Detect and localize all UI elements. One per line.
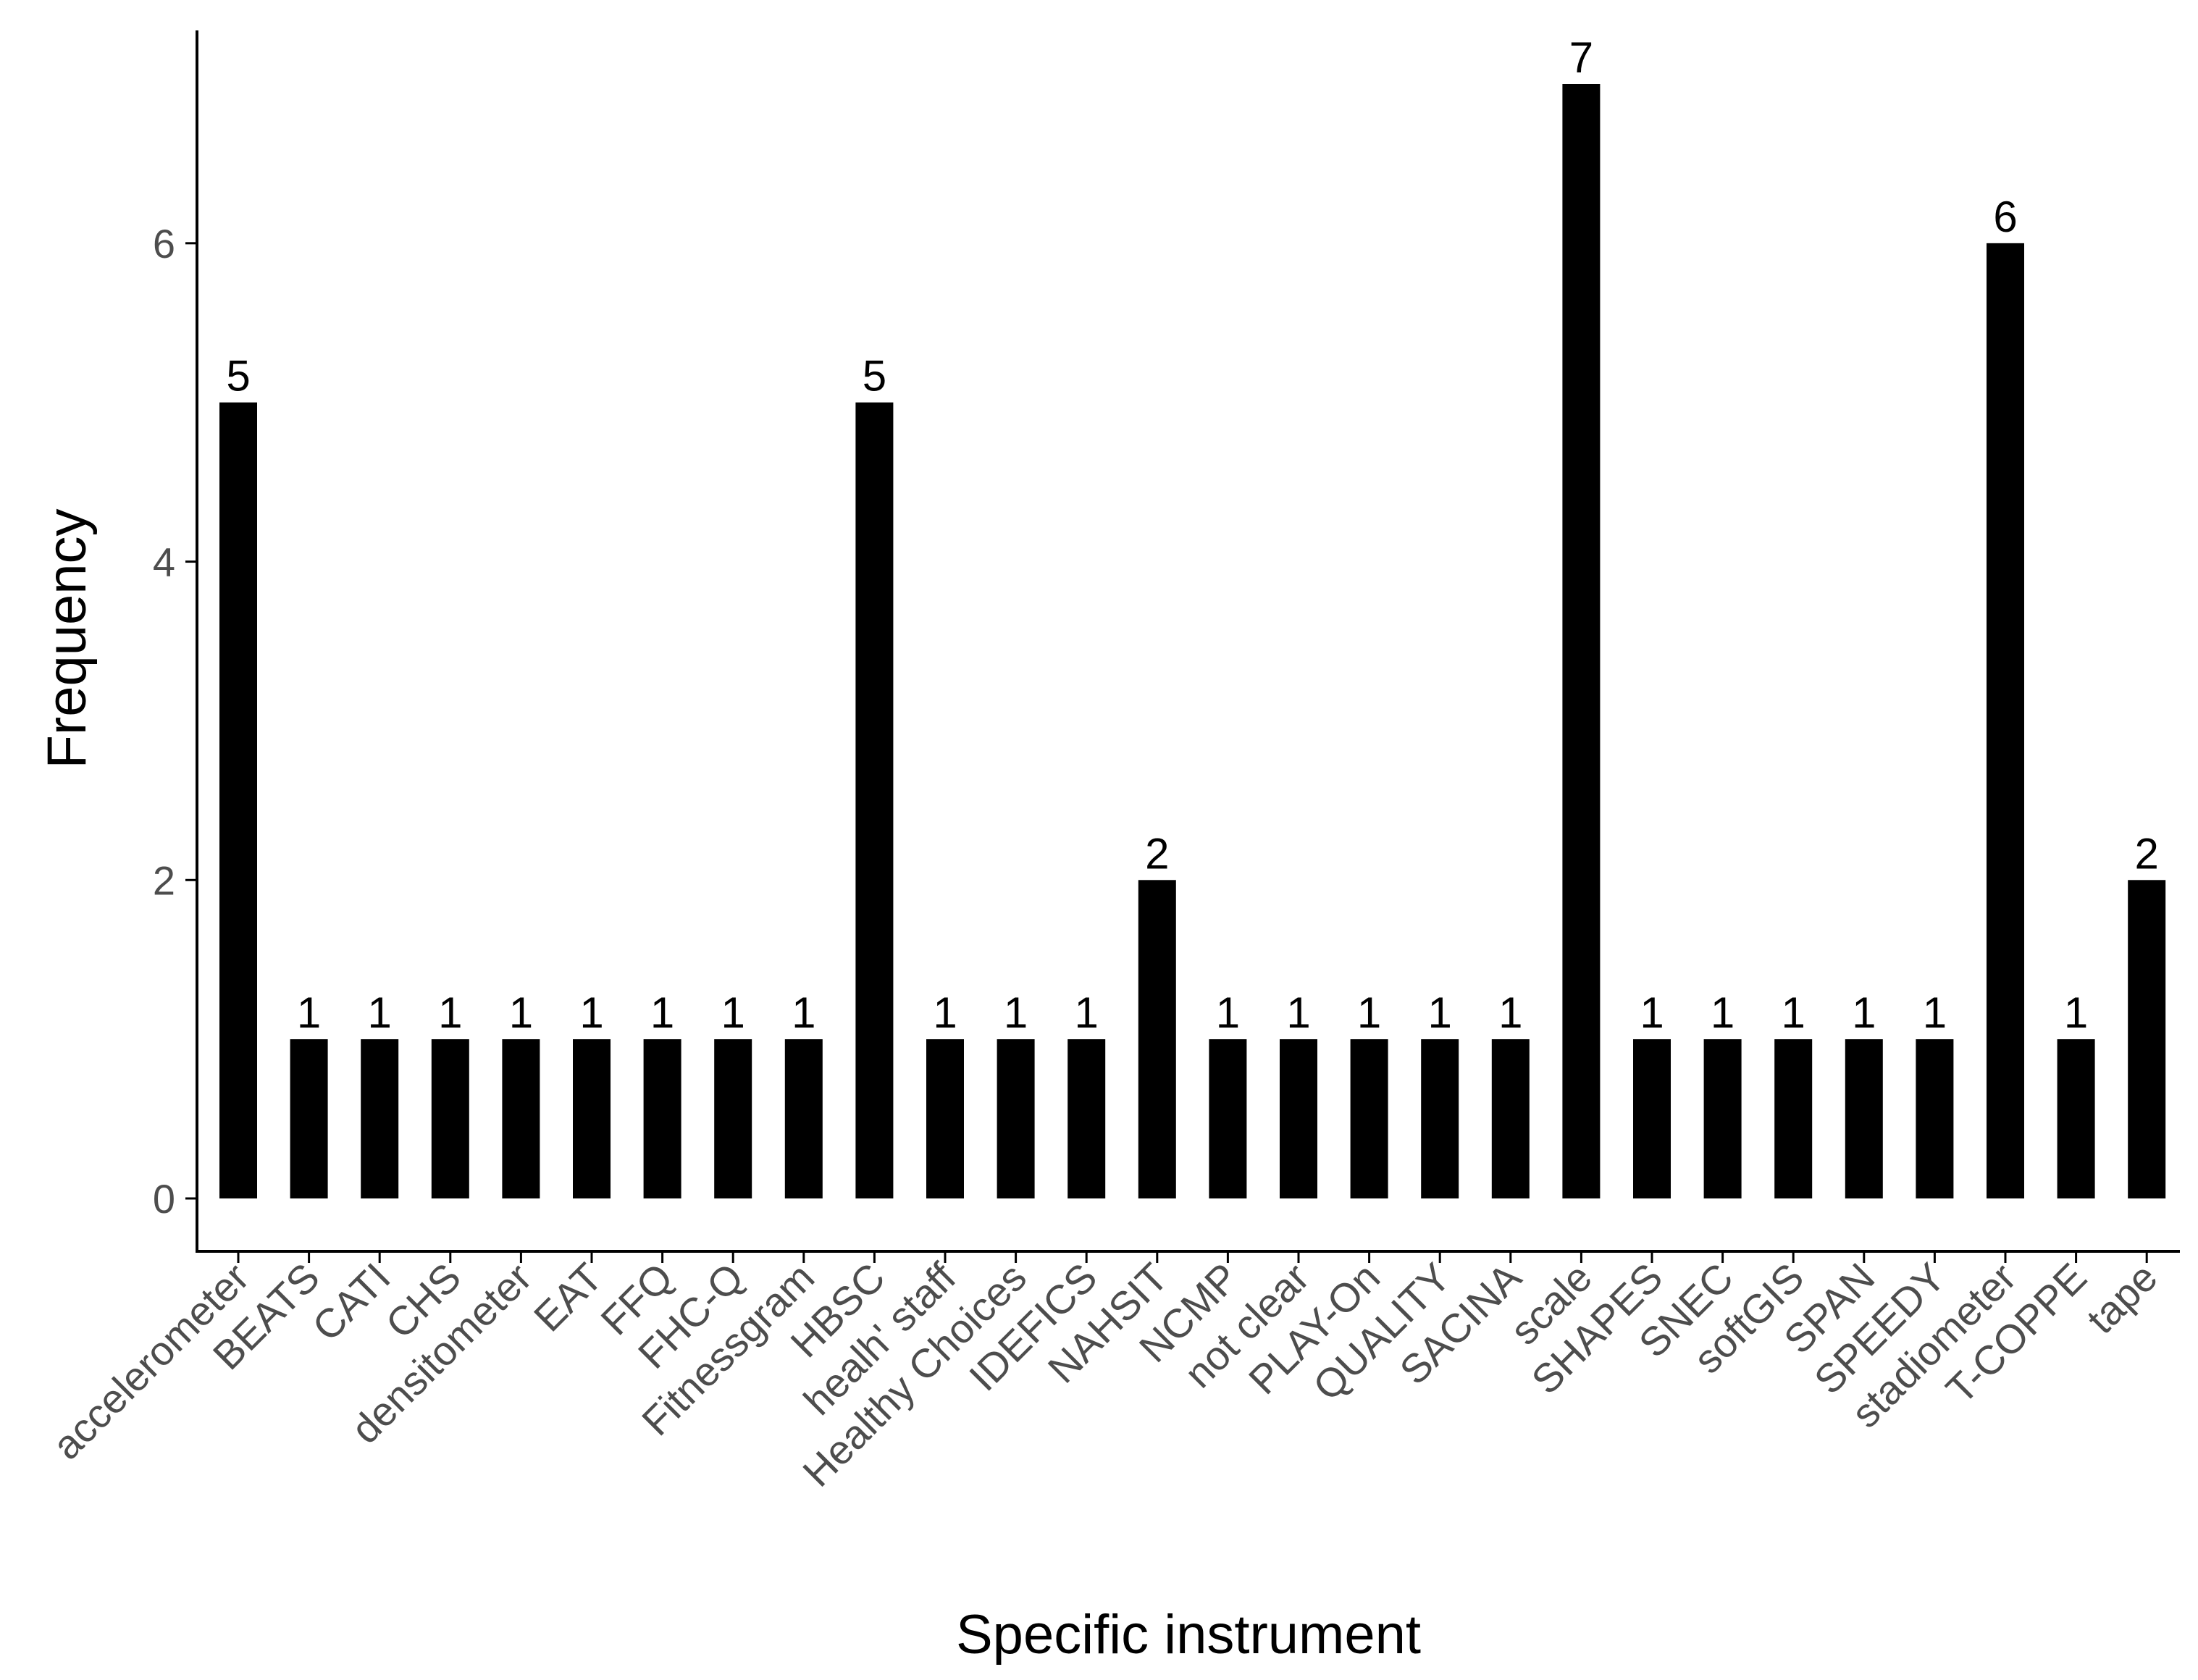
bar: [784, 1039, 823, 1198]
bar: [1703, 1039, 1742, 1198]
bar-value-label: 5: [863, 352, 886, 400]
bar-value-label: 1: [1852, 988, 1876, 1037]
y-tick-label: 2: [153, 857, 175, 903]
bar: [1633, 1039, 1671, 1198]
bar-value-label: 1: [1711, 988, 1735, 1037]
bar: [2128, 880, 2166, 1198]
bar: [1845, 1039, 1883, 1198]
bar: [1209, 1039, 1247, 1198]
bar-value-label: 1: [1923, 988, 1947, 1037]
y-axis: 0 2 4 6: [153, 30, 198, 1251]
bar-value-label: 1: [438, 988, 462, 1037]
bar-value-label: 1: [579, 988, 603, 1037]
bar: [431, 1039, 469, 1198]
bar: [926, 1039, 964, 1198]
bar-value-label: 1: [721, 988, 745, 1037]
bar-value-label: 5: [226, 352, 250, 400]
bar-value-label: 1: [933, 988, 957, 1037]
bar-value-label: 1: [368, 988, 392, 1037]
x-tick-label: CATI: [303, 1254, 399, 1350]
x-tick-label: tape: [2078, 1254, 2166, 1343]
bar: [2057, 1039, 2095, 1198]
y-tick-label: 4: [153, 539, 175, 585]
bar: [1491, 1039, 1530, 1198]
bar: [502, 1039, 540, 1198]
x-axis: accelerometerBEATSCATICHSdensitometerEAT…: [43, 1250, 2180, 1495]
bar-value-label: 1: [792, 988, 815, 1037]
x-tick-label: EAT: [525, 1254, 611, 1340]
y-tick-label: 6: [153, 221, 175, 266]
bar-value-label: 1: [1498, 988, 1522, 1037]
bar-value-label: 7: [1569, 33, 1593, 82]
bar: [1774, 1039, 1813, 1198]
bar: [1916, 1039, 1954, 1198]
bar: [643, 1039, 681, 1198]
bar: [997, 1039, 1035, 1198]
y-axis-title: Frequency: [36, 508, 98, 768]
bar-value-label: 1: [1216, 988, 1240, 1037]
bar: [361, 1039, 399, 1198]
bar-value-label: 1: [2064, 988, 2088, 1037]
bar-value-label: 2: [2135, 829, 2159, 878]
bar: [1987, 243, 2024, 1198]
bar-value-label: 6: [1993, 193, 2017, 241]
bar: [219, 402, 257, 1198]
y-tick-label: 0: [153, 1176, 175, 1222]
bar-value-label: 2: [1145, 829, 1169, 878]
bar: [855, 402, 894, 1198]
bar-value-label: 1: [1075, 988, 1099, 1037]
bar: [714, 1039, 752, 1198]
bar-value-label: 1: [1357, 988, 1381, 1037]
bar-value-label: 1: [1004, 988, 1028, 1037]
bars-group: [219, 84, 2166, 1198]
bar-value-label: 1: [1286, 988, 1310, 1037]
bar-value-label: 1: [1640, 988, 1664, 1037]
bar: [1138, 880, 1176, 1198]
bar: [573, 1039, 611, 1198]
bar: [1421, 1039, 1459, 1198]
bar-value-label: 1: [1782, 988, 1805, 1037]
x-axis-title: Specific instrument: [956, 1604, 1421, 1666]
bar: [1350, 1039, 1388, 1198]
bar-value-label: 1: [297, 988, 321, 1037]
bar: [1067, 1039, 1106, 1198]
bar-value-label: 1: [509, 988, 533, 1037]
bar-value-label: 1: [1428, 988, 1452, 1037]
bar-value-label: 1: [650, 988, 674, 1037]
bar: [1562, 84, 1601, 1198]
bar: [290, 1039, 328, 1198]
bar: [1280, 1039, 1317, 1198]
